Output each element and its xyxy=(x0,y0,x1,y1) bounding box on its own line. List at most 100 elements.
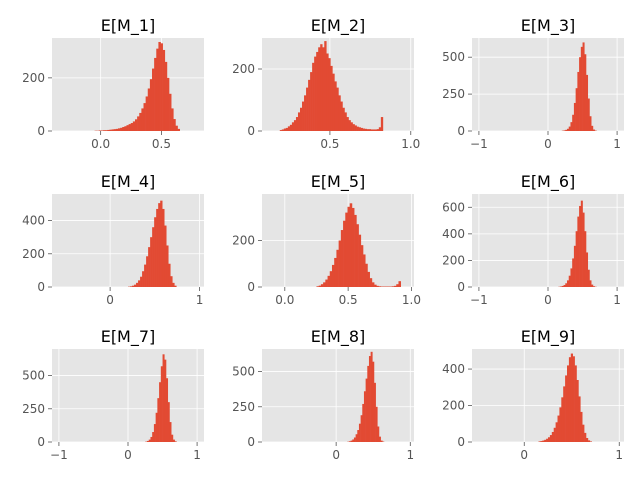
histogram-bar xyxy=(570,353,573,442)
y-tick-label: 0 xyxy=(247,435,255,449)
histogram-bar xyxy=(561,285,564,287)
histogram-bar xyxy=(328,58,331,131)
histogram-bar xyxy=(162,354,165,442)
y-tick-label: 400 xyxy=(442,362,465,376)
histogram-bar xyxy=(563,386,566,442)
histogram-bar xyxy=(172,282,175,287)
histogram-bar xyxy=(363,391,366,442)
x-tick-label: 0 xyxy=(544,293,552,307)
histogram-bar xyxy=(340,230,344,287)
y-tick-label: 0 xyxy=(37,280,45,294)
histogram-bar xyxy=(281,129,285,131)
histogram-bar xyxy=(570,122,573,131)
histogram-bar xyxy=(320,284,324,287)
histogram-bar xyxy=(344,112,347,131)
histogram-bar xyxy=(137,116,140,131)
histogram-bar xyxy=(561,397,564,442)
x-tick-label: −1 xyxy=(470,293,488,307)
histogram-bar xyxy=(138,280,141,287)
histogram-bar xyxy=(318,285,322,287)
histogram-bar xyxy=(167,402,170,442)
histogram-bar xyxy=(587,98,590,131)
histogram-bar xyxy=(553,427,556,442)
histogram-bar xyxy=(362,128,365,131)
histogram-bar xyxy=(177,128,180,131)
histogram-bar xyxy=(158,203,161,287)
histogram-bar xyxy=(586,437,589,442)
histogram-bar xyxy=(365,378,368,442)
histogram-bar xyxy=(157,398,160,442)
histogram-bar xyxy=(568,357,572,442)
y-tick-label: 0 xyxy=(457,280,465,294)
histogram-bar xyxy=(557,415,560,442)
plot-area xyxy=(472,349,624,442)
histogram-bar xyxy=(98,130,102,131)
y-tick-label: 0 xyxy=(457,124,465,138)
histogram-bar xyxy=(170,276,173,287)
histogram-bar xyxy=(589,116,592,131)
x-tick-label: 0.5 xyxy=(320,137,339,151)
histogram-bar xyxy=(334,81,337,131)
histogram-bar xyxy=(376,285,379,287)
histogram-bar xyxy=(592,129,595,131)
x-tick-label: 1 xyxy=(615,448,623,462)
histogram-bar xyxy=(360,245,364,287)
histogram-bar xyxy=(126,125,129,131)
histogram-bar xyxy=(591,284,594,287)
histogram-bar xyxy=(372,361,375,442)
histogram-bar xyxy=(174,441,177,442)
y-tick-label: 200 xyxy=(232,234,255,248)
histogram-bar xyxy=(300,107,303,131)
histogram-bar xyxy=(134,284,137,287)
histogram-bar xyxy=(302,101,305,131)
histogram-bar xyxy=(100,130,104,131)
histogram-bar xyxy=(343,220,346,287)
histogram-bar xyxy=(396,284,399,287)
histogram-bar xyxy=(287,126,291,131)
histogram-bar xyxy=(329,271,333,287)
histogram-bar xyxy=(351,207,355,287)
x-tick-label: 0.0 xyxy=(275,293,294,307)
histogram-bar xyxy=(132,285,135,287)
histogram-bar xyxy=(159,382,162,442)
histogram-panel: 0 1 0 200 400 E[M_4] xyxy=(22,172,204,307)
x-tick-label: 0 xyxy=(106,293,114,307)
histogram-bar xyxy=(338,95,341,131)
histogram-bar xyxy=(111,129,115,131)
histogram-bar xyxy=(591,125,594,131)
histogram-bar xyxy=(160,43,163,131)
histogram-bar xyxy=(153,424,156,442)
y-tick-label: 600 xyxy=(442,200,465,214)
histogram-bar xyxy=(587,269,590,287)
histogram-bar xyxy=(369,278,373,287)
x-tick-label: −1 xyxy=(470,137,488,151)
histogram-bar xyxy=(544,439,547,442)
x-tick-label: 0 xyxy=(520,448,528,462)
x-tick-label: 1.0 xyxy=(402,293,421,307)
histogram-bar xyxy=(117,128,121,131)
histogram-bar xyxy=(297,112,301,131)
histogram-bar xyxy=(283,128,287,131)
histogram-bar xyxy=(285,127,289,131)
histogram-bar xyxy=(579,205,582,287)
histogram-bar xyxy=(350,122,353,131)
histogram-panel: 0.5 1.0 0 200 E[M_2] xyxy=(232,16,420,151)
histogram-bar xyxy=(370,129,374,131)
histogram-bar xyxy=(380,117,384,131)
histogram-bar xyxy=(128,124,132,131)
histogram-bar xyxy=(582,212,585,287)
histogram-bar xyxy=(350,440,353,442)
histogram-bar xyxy=(147,440,150,442)
histogram-panel: −1 0 1 0 250 500 E[M_7] xyxy=(22,327,204,462)
x-tick-label: 1 xyxy=(193,448,201,462)
y-tick-label: 250 xyxy=(442,87,465,101)
histogram-bar xyxy=(115,128,119,131)
histogram-bar xyxy=(587,440,591,442)
y-tick-label: 250 xyxy=(232,400,255,414)
histogram-bar xyxy=(295,117,299,131)
histogram-bar xyxy=(136,282,139,287)
histogram-bar xyxy=(158,41,161,131)
histogram-bar xyxy=(330,65,333,131)
histogram-bar xyxy=(150,237,153,287)
histogram-bar xyxy=(293,120,297,131)
